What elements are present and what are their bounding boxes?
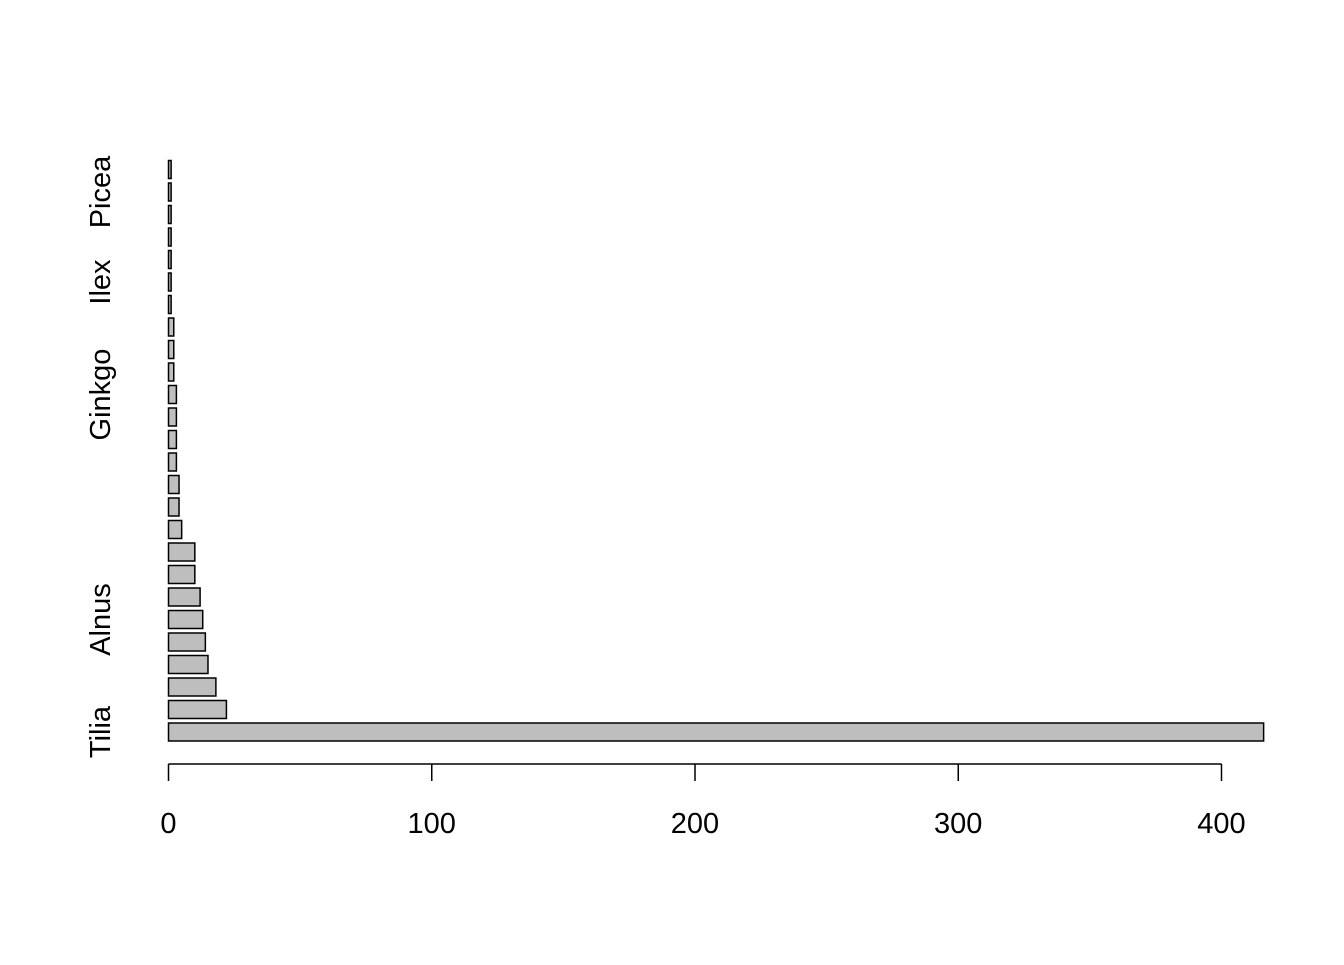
bar: [167, 654, 209, 675]
bar: [167, 429, 178, 450]
bar: [167, 317, 175, 337]
bar: [167, 722, 1265, 742]
bar: [167, 272, 172, 292]
bar: [167, 294, 172, 315]
bar: [167, 632, 207, 652]
bar: [167, 587, 201, 607]
bar: [167, 204, 172, 225]
bar: [167, 249, 172, 270]
bar: [167, 699, 228, 720]
y-tick-label: Picea: [85, 155, 117, 228]
bar: [167, 227, 172, 247]
bar: [167, 564, 196, 585]
bar: [167, 474, 180, 495]
x-tick-label: 400: [1197, 808, 1245, 840]
bar: [167, 519, 183, 540]
y-tick-label: Tilia: [85, 705, 117, 758]
bar: [167, 159, 172, 180]
bar: [167, 407, 178, 427]
bars: [167, 159, 1265, 742]
x-tick-label: 300: [934, 808, 982, 840]
bar: [167, 362, 175, 382]
x-tick-label: 0: [160, 808, 176, 840]
y-tick-label: Ginkgo: [85, 349, 117, 441]
bar: [167, 339, 175, 360]
bar: [167, 452, 178, 472]
bar: [167, 497, 180, 517]
y-tick-label: Alnus: [85, 583, 117, 656]
x-tick-label: 100: [408, 808, 456, 840]
x-tick-label: 200: [671, 808, 719, 840]
y-tick-label: Ilex: [85, 259, 117, 305]
y-axis-labels: Tilia Alnus Ginkgo Ilex Picea: [85, 155, 117, 758]
bar: [167, 542, 196, 562]
bar: [167, 182, 172, 202]
bar: [167, 384, 178, 405]
bar: [167, 677, 217, 697]
x-axis: 0 100 200 300 400: [160, 763, 1246, 840]
bar: [167, 609, 204, 630]
